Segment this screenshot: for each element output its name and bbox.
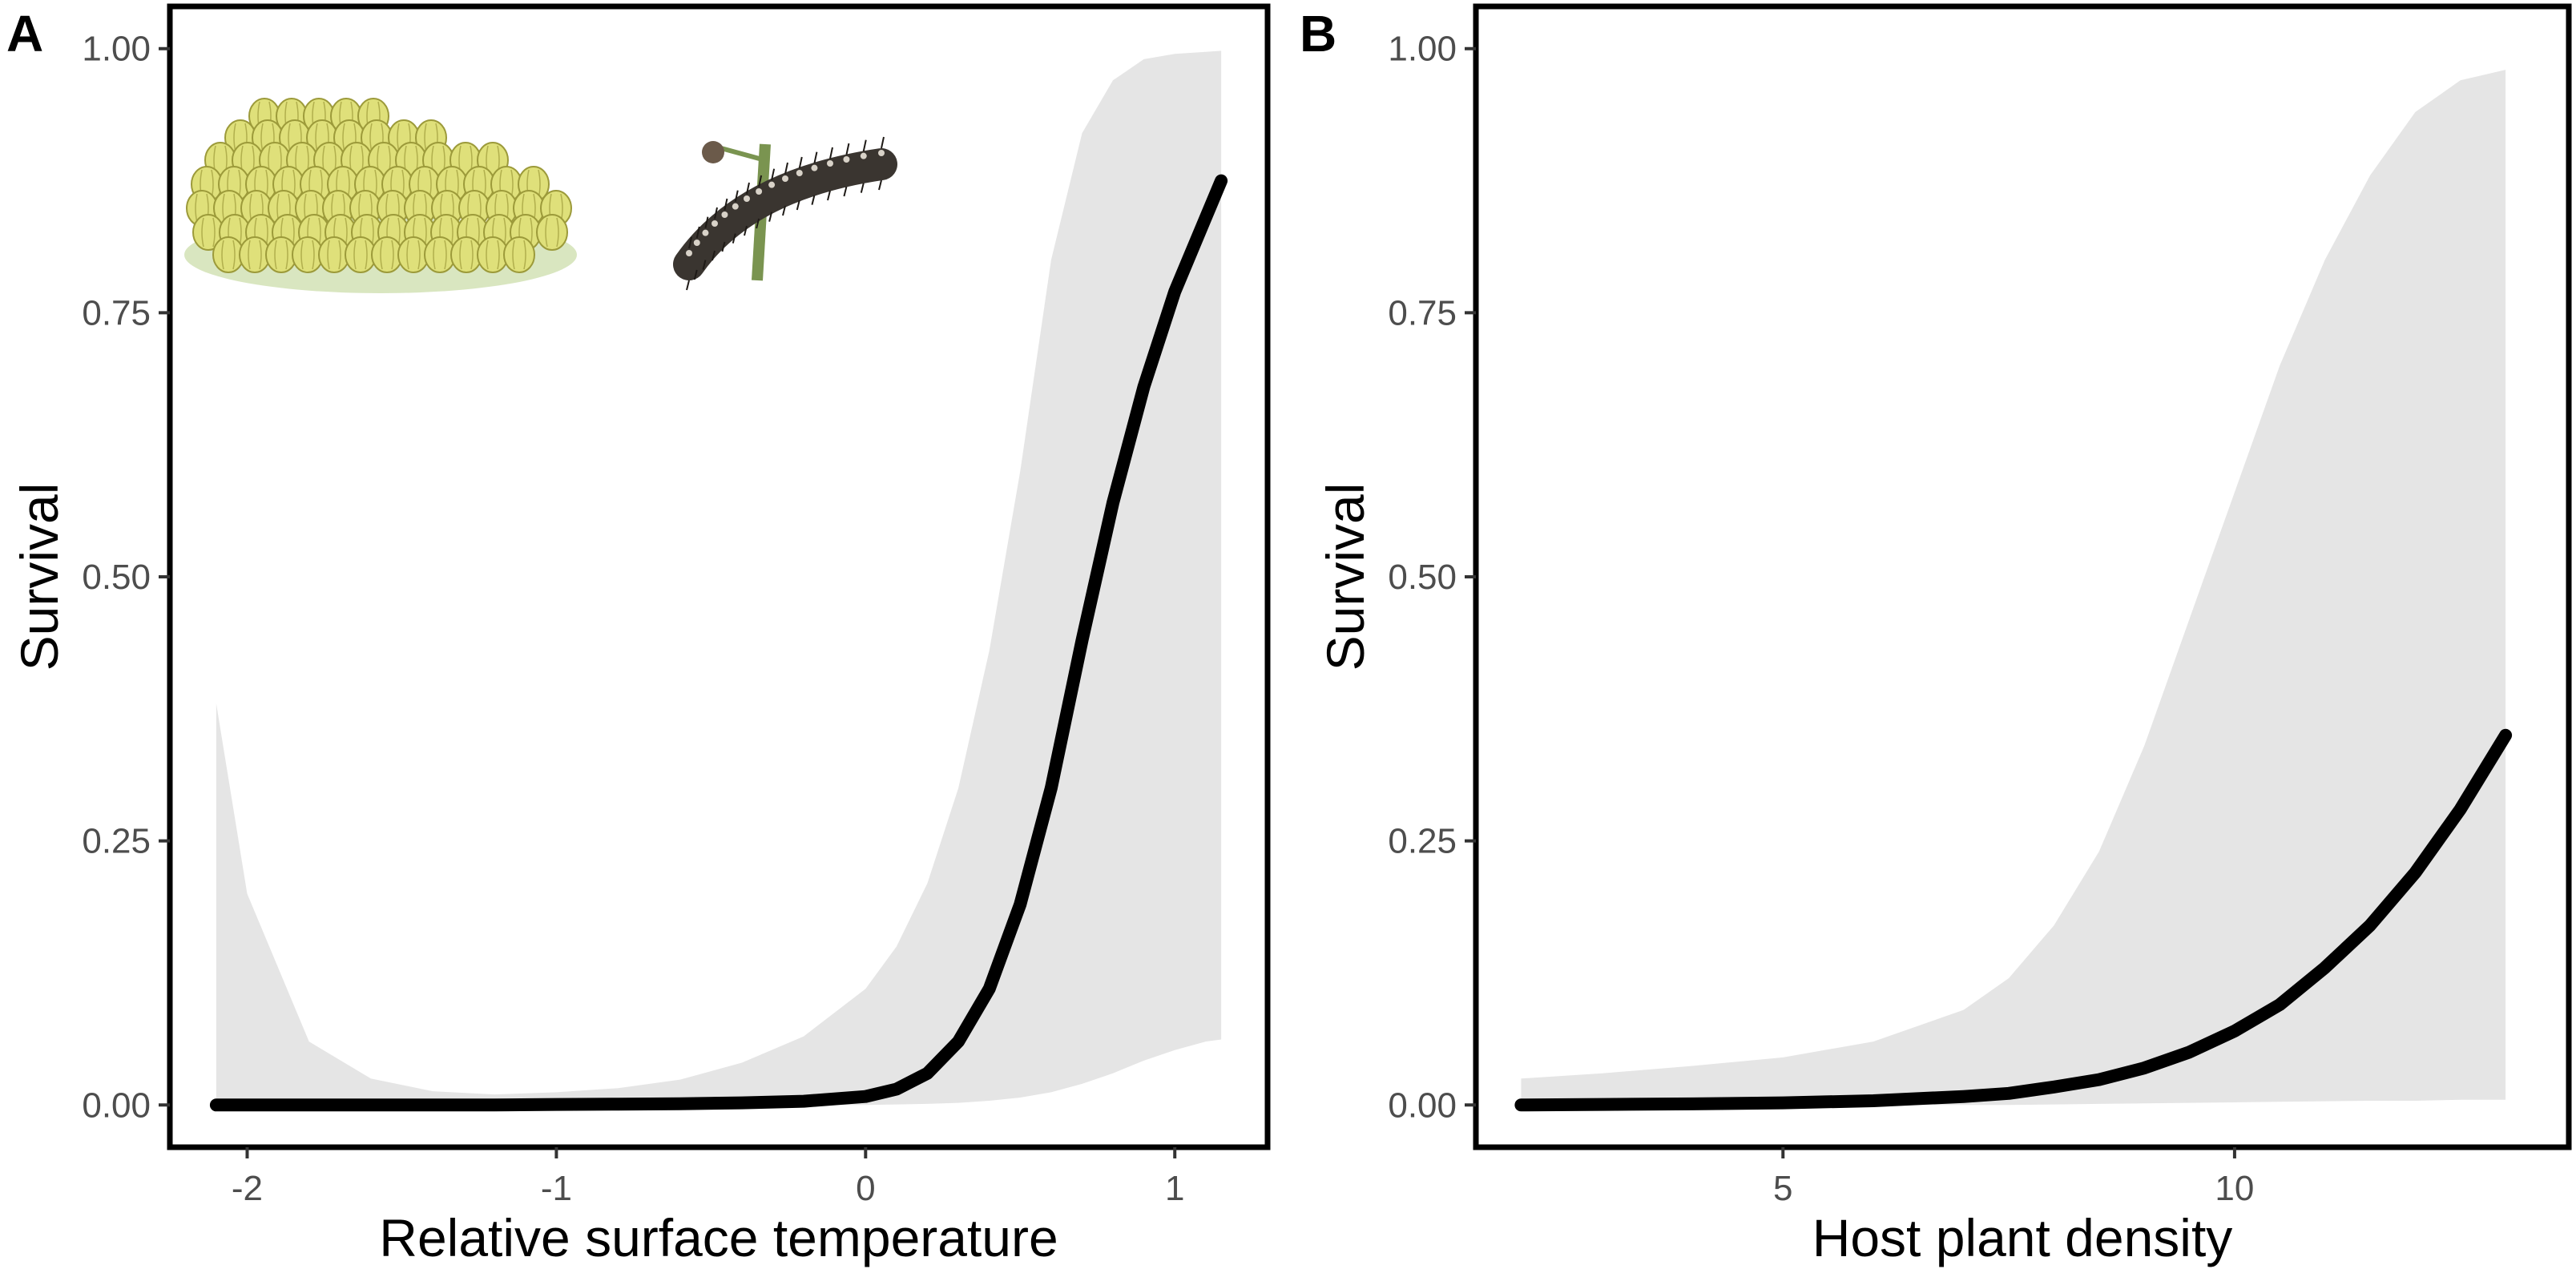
y-tick-label: 0.25 bbox=[82, 822, 151, 861]
x-tick-label: 5 bbox=[1773, 1169, 1792, 1208]
fitted-curve bbox=[209, 174, 1228, 1112]
caterpillar-illustration bbox=[673, 136, 897, 291]
y-tick-label: 0.25 bbox=[1388, 822, 1457, 861]
y-tick-label: 1.00 bbox=[1388, 30, 1457, 69]
x-axis-title: Host plant density bbox=[1812, 1208, 2233, 1267]
y-tick-label: 0.50 bbox=[82, 558, 151, 597]
x-tick-label: -2 bbox=[232, 1169, 263, 1208]
egg-cluster-illustration bbox=[184, 98, 577, 293]
y-tick-label: 0.75 bbox=[82, 293, 151, 332]
y-tick-label: 0.00 bbox=[1388, 1086, 1457, 1125]
y-axis-title: Survival bbox=[10, 483, 69, 671]
chart-panel-a: 0.00 0.25 0.50 0.75 1.00 -2 -1 0 1 Relative surfa… bbox=[6, 3, 1271, 1267]
y-tick-label: 0.50 bbox=[1388, 558, 1457, 597]
y-axis-title: Survival bbox=[1316, 483, 1375, 671]
x-tick-label: 0 bbox=[856, 1169, 875, 1208]
panel-label: B bbox=[1300, 5, 1336, 62]
x-tick-label: -1 bbox=[541, 1169, 572, 1208]
panel-label: A bbox=[6, 5, 43, 62]
y-tick-label: 0.00 bbox=[82, 1086, 151, 1125]
y-tick-label: 1.00 bbox=[82, 30, 151, 69]
x-axis-title: Relative surface temperature bbox=[379, 1208, 1058, 1267]
x-tick-label: 1 bbox=[1165, 1169, 1184, 1208]
fitted-curve bbox=[1514, 728, 2513, 1112]
y-tick-label: 0.75 bbox=[1388, 293, 1457, 332]
confidence-ribbon bbox=[216, 50, 1222, 1106]
x-tick-label: 10 bbox=[2215, 1169, 2254, 1208]
confidence-ribbon bbox=[1521, 70, 2506, 1106]
